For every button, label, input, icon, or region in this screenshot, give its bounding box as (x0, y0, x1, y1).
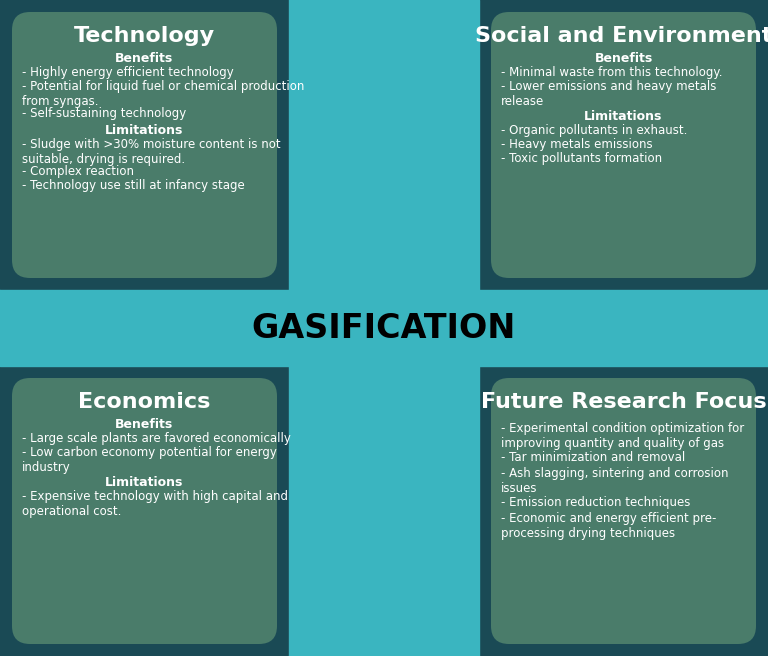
Text: - Toxic pollutants formation: - Toxic pollutants formation (501, 152, 662, 165)
Text: - Emission reduction techniques: - Emission reduction techniques (501, 495, 690, 508)
Text: Benefits: Benefits (594, 52, 653, 64)
Text: - Economic and energy efficient pre-
processing drying techniques: - Economic and energy efficient pre- pro… (501, 512, 717, 540)
Text: - Technology use still at infancy stage: - Technology use still at infancy stage (22, 178, 245, 192)
Text: Limitations: Limitations (105, 123, 184, 136)
Text: - Potential for liquid fuel or chemical production
from syngas.: - Potential for liquid fuel or chemical … (22, 79, 304, 108)
Text: - Highly energy efficient technology: - Highly energy efficient technology (22, 66, 233, 79)
Text: Limitations: Limitations (584, 110, 663, 123)
Text: - Tar minimization and removal: - Tar minimization and removal (501, 451, 685, 464)
Text: Benefits: Benefits (115, 418, 174, 430)
FancyBboxPatch shape (12, 378, 277, 644)
Text: Benefits: Benefits (115, 52, 174, 64)
Text: - Organic pollutants in exhaust.: - Organic pollutants in exhaust. (501, 123, 687, 136)
Text: - Sludge with >30% moisture content is not
suitable, drying is required.: - Sludge with >30% moisture content is n… (22, 138, 280, 165)
Text: Limitations: Limitations (105, 476, 184, 489)
Text: - Lower emissions and heavy metals
release: - Lower emissions and heavy metals relea… (501, 79, 717, 108)
Text: - Large scale plants are favored economically: - Large scale plants are favored economi… (22, 432, 291, 445)
Text: - Heavy metals emissions: - Heavy metals emissions (501, 138, 653, 151)
FancyBboxPatch shape (491, 378, 756, 644)
Text: - Low carbon economy potential for energy
industry: - Low carbon economy potential for energ… (22, 445, 277, 474)
Text: - Self-sustaining technology: - Self-sustaining technology (22, 106, 187, 119)
Text: Social and Environment: Social and Environment (475, 26, 768, 46)
FancyBboxPatch shape (491, 12, 756, 278)
Text: - Ash slagging, sintering and corrosion
issues: - Ash slagging, sintering and corrosion … (501, 466, 729, 495)
Text: Technology: Technology (74, 26, 215, 46)
Text: Economics: Economics (78, 392, 210, 412)
Text: Future Research Focus: Future Research Focus (481, 392, 766, 412)
FancyBboxPatch shape (12, 12, 277, 278)
Text: - Complex reaction: - Complex reaction (22, 165, 134, 178)
Text: - Experimental condition optimization for
improving quantity and quality of gas: - Experimental condition optimization fo… (501, 422, 744, 449)
Text: - Minimal waste from this technology.: - Minimal waste from this technology. (501, 66, 723, 79)
Text: GASIFICATION: GASIFICATION (252, 312, 516, 344)
Text: - Expensive technology with high capital and
operational cost.: - Expensive technology with high capital… (22, 489, 288, 518)
